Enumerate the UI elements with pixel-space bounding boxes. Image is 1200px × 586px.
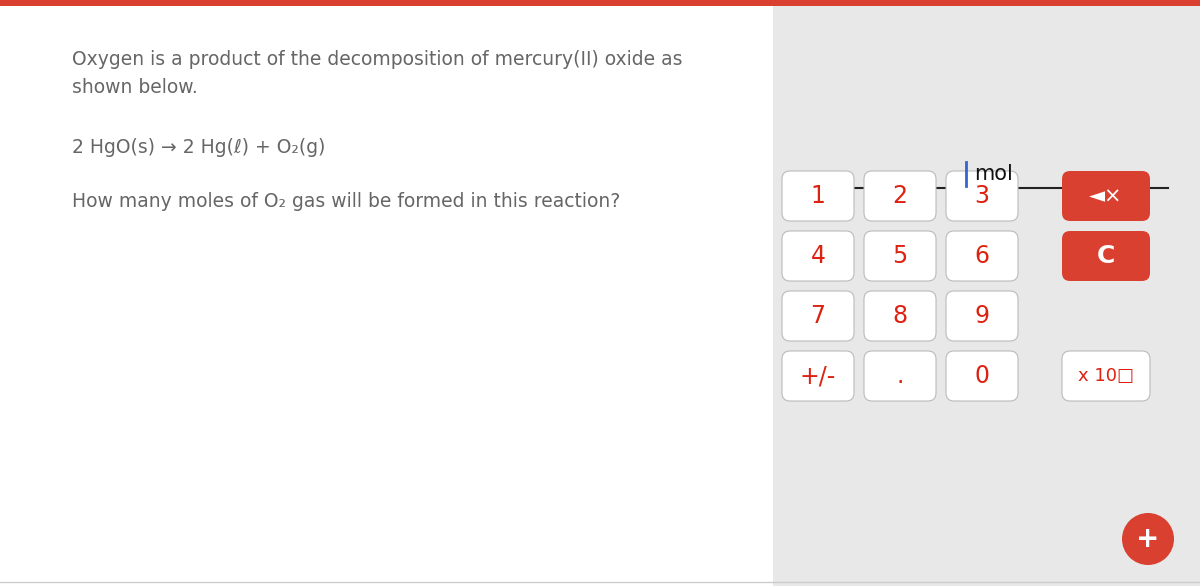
FancyBboxPatch shape (864, 351, 936, 401)
FancyBboxPatch shape (864, 291, 936, 341)
Bar (0, 0, 773, 586)
Text: +: + (1136, 525, 1159, 553)
Circle shape (1122, 513, 1174, 565)
FancyBboxPatch shape (782, 171, 854, 221)
FancyBboxPatch shape (1062, 351, 1150, 401)
Text: ◄×: ◄× (1090, 186, 1123, 206)
Text: +/-: +/- (800, 364, 836, 388)
Text: 3: 3 (974, 184, 990, 208)
FancyBboxPatch shape (946, 291, 1018, 341)
Text: How many moles of O₂ gas will be formed in this reaction?: How many moles of O₂ gas will be formed … (72, 192, 620, 211)
Text: 0: 0 (974, 364, 990, 388)
FancyBboxPatch shape (946, 171, 1018, 221)
FancyBboxPatch shape (864, 171, 936, 221)
FancyBboxPatch shape (782, 351, 854, 401)
Text: 6: 6 (974, 244, 990, 268)
Text: mol: mol (974, 164, 1013, 184)
FancyBboxPatch shape (946, 351, 1018, 401)
Text: x 10□: x 10□ (1078, 367, 1134, 385)
Text: shown below.: shown below. (72, 78, 198, 97)
FancyBboxPatch shape (1062, 231, 1150, 281)
Text: 1: 1 (810, 184, 826, 208)
FancyBboxPatch shape (1062, 171, 1150, 221)
Text: C: C (1097, 244, 1115, 268)
Text: 4: 4 (810, 244, 826, 268)
FancyBboxPatch shape (946, 231, 1018, 281)
Text: Oxygen is a product of the decomposition of mercury(II) oxide as: Oxygen is a product of the decomposition… (72, 50, 683, 69)
FancyBboxPatch shape (864, 231, 936, 281)
FancyBboxPatch shape (782, 291, 854, 341)
Text: 7: 7 (810, 304, 826, 328)
Text: .: . (896, 364, 904, 388)
Text: 2 HgO(s) → 2 Hg(ℓ) + O₂(g): 2 HgO(s) → 2 Hg(ℓ) + O₂(g) (72, 138, 325, 157)
Text: 9: 9 (974, 304, 990, 328)
FancyBboxPatch shape (782, 231, 854, 281)
Text: 2: 2 (893, 184, 907, 208)
Bar (773, 0, 1200, 586)
Bar (0, 0, 1200, 6)
Text: 8: 8 (893, 304, 907, 328)
Text: 5: 5 (893, 244, 907, 268)
